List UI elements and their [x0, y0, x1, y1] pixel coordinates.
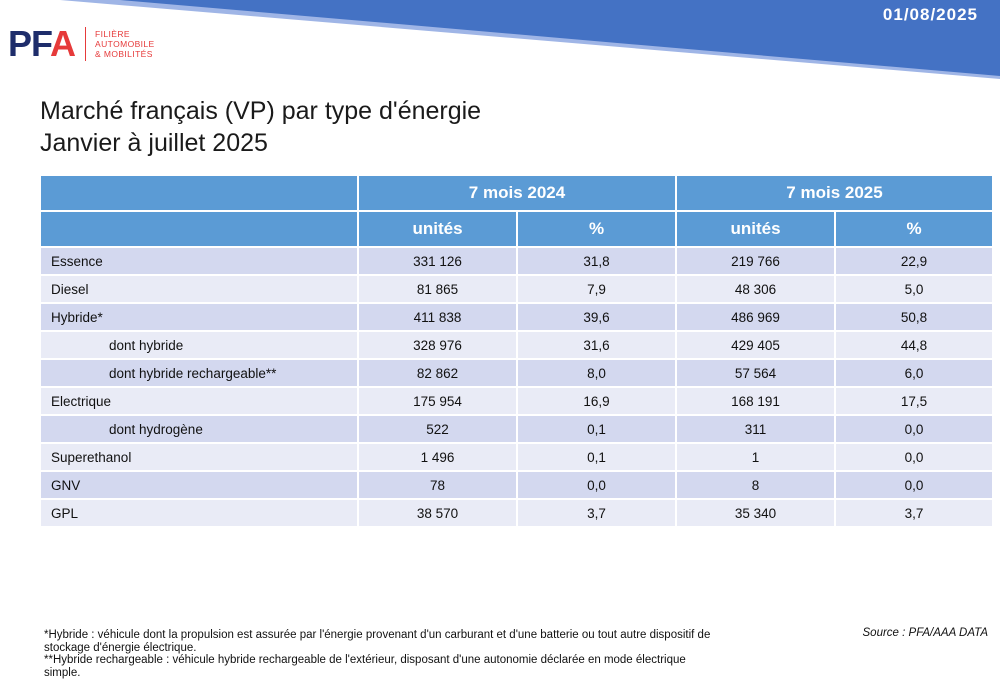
pct-2025: 50,8: [834, 302, 994, 332]
units-2025: 311: [675, 414, 836, 444]
units-2024: 1 496: [357, 442, 518, 472]
logo-mark: PFA: [8, 23, 76, 64]
pct-2025: 6,0: [834, 358, 994, 388]
pct-2025: 3,7: [834, 498, 994, 528]
pct-2024: 3,7: [516, 498, 677, 528]
table-row: Diesel 81 865 7,9 48 306 5,0: [39, 274, 994, 304]
period-header-row: 7 mois 2024 7 mois 2025: [39, 174, 994, 212]
title-line-2: Janvier à juillet 2025: [40, 129, 268, 157]
units-2025: 219 766: [675, 246, 836, 276]
units-2024: 328 976: [357, 330, 518, 360]
table-row: dont hybride rechargeable** 82 862 8,0 5…: [39, 358, 994, 388]
row-label: Electrique: [39, 386, 359, 416]
header-banner: [60, 0, 1000, 79]
table-row: Essence 331 126 31,8 219 766 22,9: [39, 246, 994, 276]
row-label: dont hybride: [39, 330, 359, 360]
report-date: 01/08/2025: [882, 5, 978, 24]
pct-2024: 0,1: [516, 442, 677, 472]
pct-2025: 0,0: [834, 470, 994, 500]
table-row: dont hybride 328 976 31,6 429 405 44,8: [39, 330, 994, 360]
header-units-2025: unités: [675, 210, 836, 248]
row-label: Superethanol: [39, 442, 359, 472]
row-label: Hybride*: [39, 302, 359, 332]
source-note: Source : PFA/AAA DATA: [862, 627, 988, 639]
units-2024: 81 865: [357, 274, 518, 304]
pct-2025: 0,0: [834, 414, 994, 444]
header-pct-2025: %: [834, 210, 994, 248]
units-2024: 38 570: [357, 498, 518, 528]
footnote-rechargeable: **Hybride rechargeable : véhicule hybrid…: [44, 654, 686, 679]
units-2024: 78: [357, 470, 518, 500]
pct-2025: 0,0: [834, 442, 994, 472]
row-label: Essence: [39, 246, 359, 276]
page-title: Marché français (VP) par type d'énergie …: [40, 95, 481, 159]
header-blank: [39, 174, 359, 212]
table-row: Hybride* 411 838 39,6 486 969 50,8: [39, 302, 994, 332]
units-2025: 8: [675, 470, 836, 500]
row-label: dont hydrogène: [39, 414, 359, 444]
units-2025: 486 969: [675, 302, 836, 332]
units-2024: 175 954: [357, 386, 518, 416]
row-label: Diesel: [39, 274, 359, 304]
pct-2024: 0,0: [516, 470, 677, 500]
pct-2024: 8,0: [516, 358, 677, 388]
pct-2025: 44,8: [834, 330, 994, 360]
units-2025: 57 564: [675, 358, 836, 388]
pct-2025: 22,9: [834, 246, 994, 276]
units-2025: 48 306: [675, 274, 836, 304]
footnote-hybride: *Hybride : véhicule dont la propulsion e…: [44, 629, 711, 654]
table-row: GPL 38 570 3,7 35 340 3,7: [39, 498, 994, 528]
footnotes: *Hybride : véhicule dont la propulsion e…: [44, 629, 724, 679]
header-blank: [39, 210, 359, 248]
units-2025: 429 405: [675, 330, 836, 360]
pct-2024: 39,6: [516, 302, 677, 332]
row-label: GNV: [39, 470, 359, 500]
row-label: GPL: [39, 498, 359, 528]
pct-2024: 0,1: [516, 414, 677, 444]
units-2025: 168 191: [675, 386, 836, 416]
pct-2025: 5,0: [834, 274, 994, 304]
energy-market-table: 7 mois 2024 7 mois 2025 unités % unités …: [39, 174, 994, 528]
units-2025: 35 340: [675, 498, 836, 528]
pfa-logo: PFA FILIÈRE AUTOMOBILE & MOBILITÉS: [8, 22, 155, 66]
units-2025: 1: [675, 442, 836, 472]
header-units-2024: unités: [357, 210, 518, 248]
units-2024: 331 126: [357, 246, 518, 276]
table-row: GNV 78 0,0 8 0,0: [39, 470, 994, 500]
header-2024: 7 mois 2024: [357, 174, 677, 212]
logo-tagline: FILIÈRE AUTOMOBILE & MOBILITÉS: [95, 29, 155, 59]
header-pct-2024: %: [516, 210, 677, 248]
pct-2025: 17,5: [834, 386, 994, 416]
table-row: Superethanol 1 496 0,1 1 0,0: [39, 442, 994, 472]
pct-2024: 31,8: [516, 246, 677, 276]
pct-2024: 7,9: [516, 274, 677, 304]
units-2024: 522: [357, 414, 518, 444]
header-2025: 7 mois 2025: [675, 174, 994, 212]
units-2024: 411 838: [357, 302, 518, 332]
table-row: dont hydrogène 522 0,1 311 0,0: [39, 414, 994, 444]
unit-header-row: unités % unités %: [39, 210, 994, 248]
units-2024: 82 862: [357, 358, 518, 388]
table-row: Electrique 175 954 16,9 168 191 17,5: [39, 386, 994, 416]
pct-2024: 31,6: [516, 330, 677, 360]
pct-2024: 16,9: [516, 386, 677, 416]
row-label: dont hybride rechargeable**: [39, 358, 359, 388]
logo-separator: [85, 27, 87, 61]
title-line-1: Marché français (VP) par type d'énergie: [40, 97, 482, 125]
